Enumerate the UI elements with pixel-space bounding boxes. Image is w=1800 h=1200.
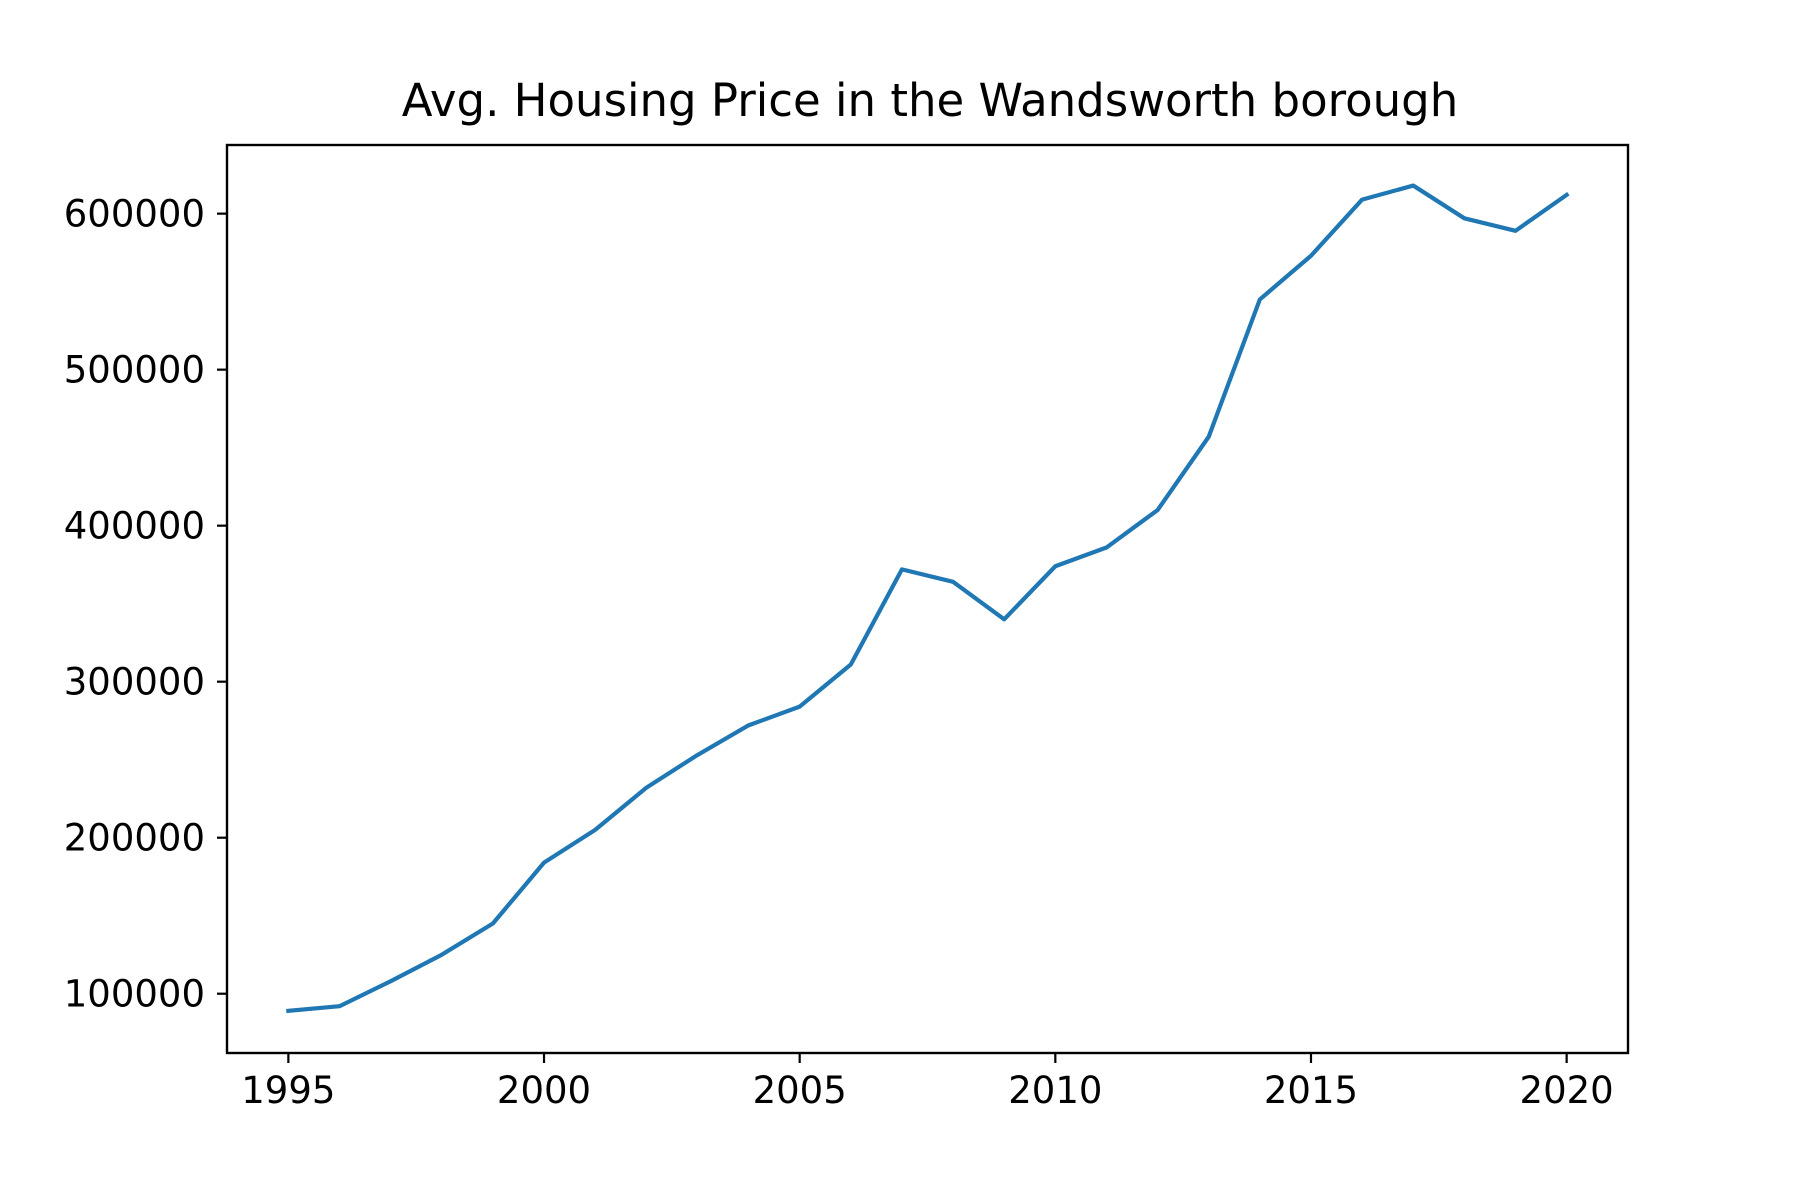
x-tick-label-1995: 1995	[241, 1069, 335, 1112]
chart-title: Avg. Housing Price in the Wandsworth bor…	[402, 74, 1459, 127]
x-tick-label-2015: 2015	[1264, 1069, 1358, 1112]
y-tick-label-200000: 200000	[64, 817, 205, 860]
axes: 1995 2000 2005 2010 2015 2020 100000 200000 3000…	[64, 145, 1628, 1112]
axes-frame	[227, 145, 1628, 1053]
plot-area	[288, 186, 1566, 1011]
y-tick-label-400000: 400000	[64, 505, 205, 548]
x-tick-label-2020: 2020	[1520, 1069, 1614, 1112]
y-tick-label-300000: 300000	[64, 661, 205, 704]
x-tick-label-2000: 2000	[497, 1069, 591, 1112]
y-tick-label-500000: 500000	[64, 349, 205, 392]
y-tick-label-100000: 100000	[64, 973, 205, 1016]
x-tick-label-2010: 2010	[1008, 1069, 1102, 1112]
x-tick-label-2005: 2005	[753, 1069, 847, 1112]
y-tick-label-600000: 600000	[64, 193, 205, 236]
series-line-0	[288, 186, 1566, 1011]
